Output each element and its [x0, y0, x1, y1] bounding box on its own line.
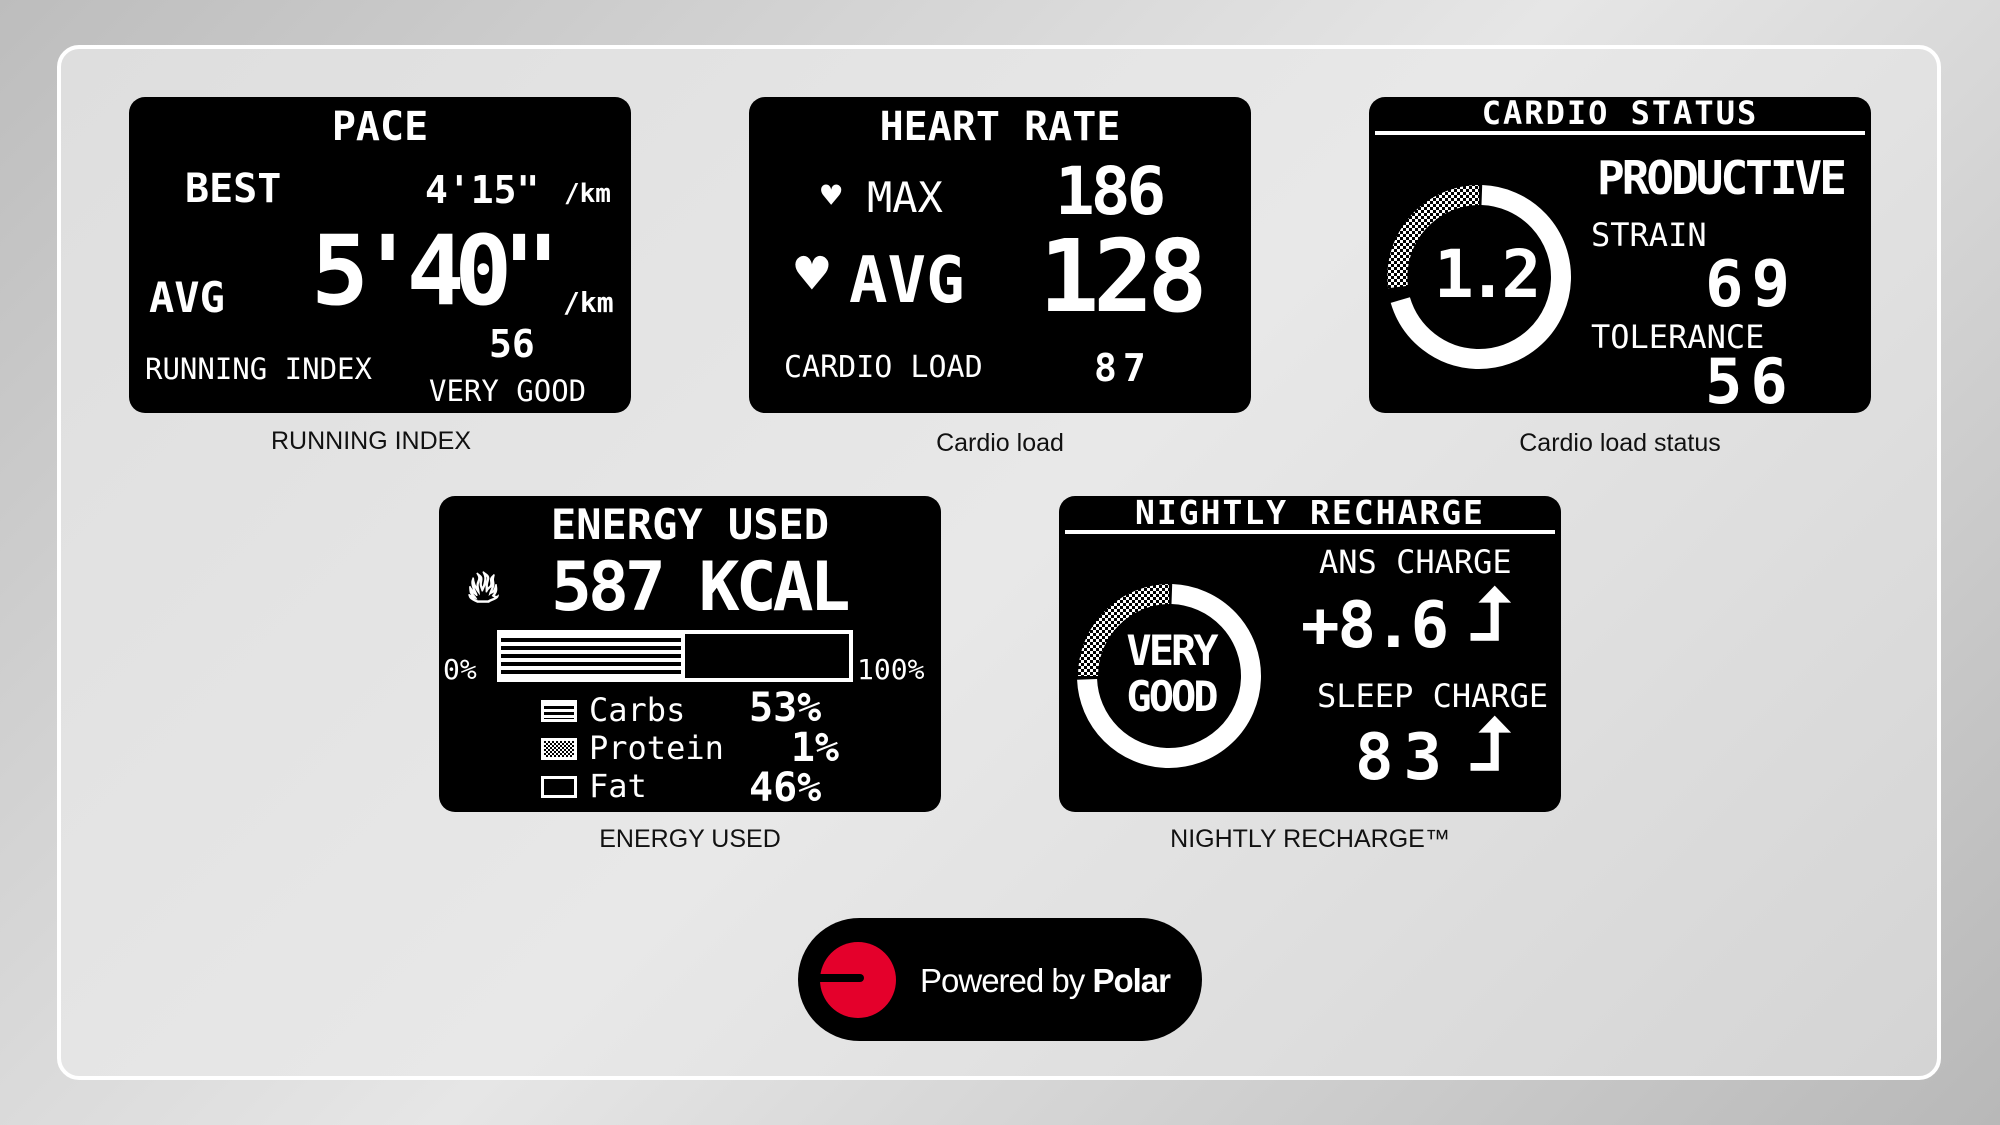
- ans-charge-label: ANS CHARGE: [1319, 543, 1512, 581]
- heart-rate-caption: Cardio load: [936, 429, 1064, 457]
- carbs-swatch-icon: [541, 700, 577, 722]
- cardio-status-panel: CARDIO STATUS 1.2 PRODUCTIVE STRAIN 69 T…: [1369, 97, 1871, 413]
- carbs-value: 53%: [749, 685, 822, 731]
- avg-unit: /km: [563, 286, 614, 319]
- energy-bar: [497, 630, 853, 682]
- avg-label: AVG: [149, 273, 225, 322]
- cardio-status-value: PRODUCTIVE: [1597, 151, 1847, 205]
- brand-name: Polar: [1092, 962, 1171, 999]
- cardio-status-caption: Cardio load status: [1519, 429, 1721, 457]
- energy-bar-carbs-fill: [501, 634, 686, 678]
- best-value: 4'15": [425, 168, 540, 212]
- heart-rate-panel: HEART RATE ♥ MAX 186 ♥ AVG 128 CARDIO LO…: [749, 97, 1251, 413]
- sleep-charge-value: 83: [1355, 721, 1453, 795]
- strain-label: STRAIN: [1591, 216, 1707, 254]
- carbs-label: Carbs: [589, 691, 686, 729]
- divider: [1065, 530, 1555, 534]
- energy-title: ENERGY USED: [550, 500, 830, 549]
- cardio-status-title: CARDIO STATUS: [1481, 97, 1759, 132]
- protein-value: 1%: [790, 725, 839, 771]
- cardio-load-value: 87: [1094, 346, 1152, 390]
- arrow-up-icon: ⮥: [1469, 572, 1512, 656]
- recharge-caption: NIGHTLY RECHARGE™: [1170, 825, 1450, 853]
- flame-icon: 🔥︎: [467, 562, 500, 613]
- powered-by-polar-badge: Powered by Polar: [798, 918, 1202, 1041]
- best-label: BEST: [185, 166, 282, 212]
- avg-label: AVG: [849, 244, 965, 318]
- energy-value: 587 KCAL: [551, 548, 851, 627]
- avg-pace-value: 5'40": [311, 215, 560, 327]
- arrow-up-icon: ⮥: [1469, 702, 1512, 786]
- polar-logo-icon: [816, 942, 896, 1018]
- recharge-panel: NIGHTLY RECHARGE VERY GOOD ANS CHARGE +8…: [1059, 496, 1561, 812]
- recharge-status-line1: VERY: [1126, 626, 1218, 675]
- heart-icon: ♥: [821, 176, 842, 216]
- divider: [1375, 131, 1865, 135]
- max-label: MAX: [867, 173, 943, 222]
- fat-swatch-icon: [541, 776, 577, 798]
- running-index-value: 56: [489, 322, 535, 366]
- pace-caption: RUNNING INDEX: [270, 427, 471, 455]
- pace-title: PACE: [331, 104, 429, 150]
- max-value: 186: [1055, 153, 1166, 230]
- cardio-status-ring: [1387, 185, 1571, 369]
- sleep-charge-label: SLEEP CHARGE: [1317, 677, 1549, 715]
- bar-max-label: 100%: [857, 653, 925, 686]
- powered-by-text: Powered by Polar: [920, 962, 1171, 1000]
- bar-min-label: 0%: [443, 653, 477, 686]
- heart-rate-title: HEART RATE: [879, 104, 1121, 150]
- cardio-ratio-value: 1.2: [1434, 236, 1541, 313]
- heart-icon: ♥: [795, 242, 829, 307]
- recharge-status-line2: GOOD: [1126, 672, 1218, 721]
- energy-panel: ENERGY USED 🔥︎ 587 KCAL 0% 100% Carbs 53…: [439, 496, 941, 812]
- avg-hr-value: 128: [1039, 218, 1208, 335]
- recharge-title: NIGHTLY RECHARGE: [1135, 496, 1485, 532]
- running-index-rating: VERY GOOD: [429, 374, 587, 408]
- pace-panel: PACE BEST 4'15" /km AVG 5'40" /km 56 RUN…: [129, 97, 631, 413]
- strain-value: 69: [1705, 248, 1799, 322]
- protein-swatch-icon: [541, 738, 577, 760]
- ans-charge-value: +8.6: [1301, 589, 1449, 663]
- fat-label: Fat: [589, 767, 647, 805]
- tolerance-label: TOLERANCE: [1591, 318, 1765, 356]
- running-index-label: RUNNING INDEX: [145, 352, 372, 386]
- fat-value: 46%: [749, 765, 822, 811]
- tolerance-value: 56: [1705, 345, 1796, 413]
- recharge-ring: [1077, 584, 1261, 768]
- best-unit: /km: [564, 179, 611, 209]
- energy-caption: ENERGY USED: [599, 825, 781, 853]
- cardio-load-label: CARDIO LOAD: [784, 350, 983, 385]
- powered-by-label: Powered by: [920, 962, 1085, 999]
- protein-label: Protein: [589, 729, 724, 767]
